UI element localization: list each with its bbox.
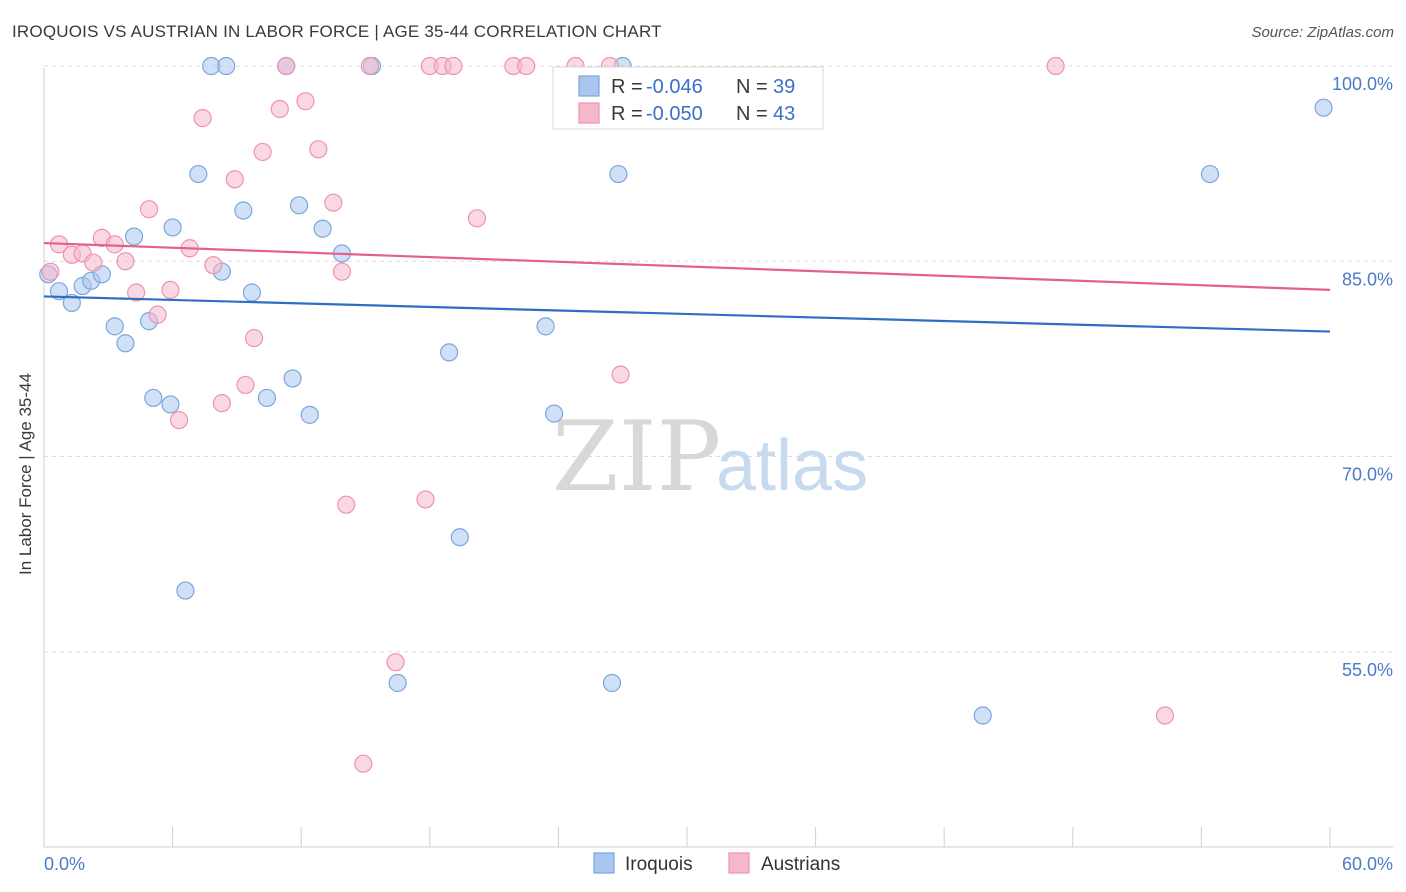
iroquois-point-17 <box>217 56 236 76</box>
stats-n-value-iroquois: 39 <box>773 76 795 98</box>
austrians-point-12 <box>169 410 189 430</box>
austrians-point-28 <box>354 754 373 773</box>
iroquois-point-13 <box>176 581 195 600</box>
austrians-point-0 <box>41 262 60 281</box>
iroquois-point-12 <box>163 218 182 237</box>
y-tick-labels: 55.0% 70.0% 85.0% 100.0% <box>1332 74 1393 680</box>
austrians-point-29 <box>360 56 379 76</box>
iroquois-point-38 <box>1314 98 1333 117</box>
gridlines <box>44 65 1393 653</box>
iroquois-point-29 <box>439 343 459 362</box>
legend-swatch-iroquois <box>593 852 615 874</box>
stats-r-value-iroquois: -0.046 <box>646 76 703 98</box>
iroquois-point-20 <box>257 388 277 408</box>
iroquois-point-37 <box>1200 164 1220 184</box>
austrians-point-4 <box>84 253 103 272</box>
y-tick-label-1: 70.0% <box>1342 465 1393 485</box>
legend: Iroquois Austrians <box>593 852 840 875</box>
axes <box>43 68 1393 848</box>
iroquois-point-36 <box>973 706 992 725</box>
y-tick-label-3: 100.0% <box>1332 74 1393 94</box>
austrians-point-31 <box>416 490 435 509</box>
x-tick-label-min: 0.0% <box>44 854 85 874</box>
austrians-point-11 <box>161 280 180 300</box>
stats-box: R = -0.046 N = 39 R = -0.050 N = 43 <box>552 66 824 130</box>
stats-r-value-austrians: -0.050 <box>646 103 703 125</box>
austrians-point-30 <box>386 653 405 672</box>
austrians-point-18 <box>236 375 255 395</box>
stats-n-label-iroquois: N = <box>736 76 768 98</box>
watermark-atlas: atlas <box>716 426 868 506</box>
watermark-zip: ZIP <box>552 401 721 513</box>
iroquois-point-30 <box>450 528 469 547</box>
stats-swatch-austrians <box>578 102 600 124</box>
austrians-trend-line <box>43 241 1331 292</box>
iroquois-point-18 <box>234 201 253 220</box>
stats-r-label-austrians: R = <box>611 103 643 125</box>
austrians-point-26 <box>332 262 352 281</box>
iroquois-point-14 <box>189 164 208 184</box>
iroquois-point-8 <box>124 227 144 246</box>
iroquois-point-32 <box>545 404 564 423</box>
austrians-point-34 <box>444 56 463 76</box>
austrians-point-17 <box>225 170 244 189</box>
austrians-point-37 <box>517 56 536 76</box>
iroquois-point-1 <box>49 282 69 301</box>
legend-label-austrians: Austrians <box>761 854 840 875</box>
chart-title: IROQUOIS VS AUSTRIAN IN LABOR FORCE | AG… <box>12 22 662 41</box>
austrians-point-21 <box>270 99 289 119</box>
iroquois-point-31 <box>536 317 555 336</box>
iroquois-point-7 <box>116 334 135 353</box>
stats-n-label-austrians: N = <box>736 103 768 125</box>
iroquois-point-24 <box>300 405 319 424</box>
austrians-point-8 <box>127 283 146 302</box>
austrians-point-15 <box>204 256 223 275</box>
austrians-point-25 <box>324 193 343 212</box>
austrians-point-27 <box>337 495 356 514</box>
austrians-point-23 <box>296 92 315 111</box>
legend-label-iroquois: Iroquois <box>625 854 693 875</box>
austrians-point-16 <box>212 394 231 413</box>
x-tick-label-max: 60.0% <box>1342 854 1393 874</box>
austrians-point-19 <box>244 328 264 348</box>
source-label: Source: ZipAtlas.com <box>1251 24 1394 41</box>
austrians-point-40 <box>611 365 630 384</box>
iroquois-point-34 <box>609 164 628 184</box>
iroquois-point-23 <box>289 196 309 215</box>
iroquois-point-22 <box>283 369 302 388</box>
austrians-point-9 <box>139 200 159 219</box>
stats-r-label-iroquois: R = <box>611 76 643 98</box>
austrians-point-14 <box>193 108 212 128</box>
stats-n-value-austrians: 43 <box>773 103 795 125</box>
legend-swatch-austrians <box>728 852 750 874</box>
iroquois-point-2 <box>62 293 81 313</box>
iroquois-point-33 <box>602 673 622 693</box>
y-tick-label-0: 55.0% <box>1342 660 1393 680</box>
stats-swatch-iroquois <box>578 75 600 97</box>
iroquois-point-11 <box>161 395 180 414</box>
austrians-point-35 <box>467 209 487 228</box>
y-tick-label-2: 85.0% <box>1342 269 1393 289</box>
austrians-point-20 <box>253 142 272 162</box>
iroquois-point-10 <box>144 388 163 408</box>
trend-lines <box>43 241 1331 333</box>
iroquois-point-19 <box>242 283 262 302</box>
austrians-point-41 <box>1046 56 1065 76</box>
iroquois-point-28 <box>388 673 407 693</box>
austrians-point-22 <box>277 56 296 76</box>
austrians-point-7 <box>116 252 135 271</box>
austrians-point-10 <box>148 305 167 324</box>
iroquois-point-6 <box>105 317 124 336</box>
watermark: ZIP atlas <box>552 401 868 513</box>
austrians-point-24 <box>309 140 328 159</box>
austrians-point-42 <box>1155 706 1175 725</box>
iroquois-trend-line <box>43 295 1331 333</box>
iroquois-point-25 <box>313 219 332 238</box>
